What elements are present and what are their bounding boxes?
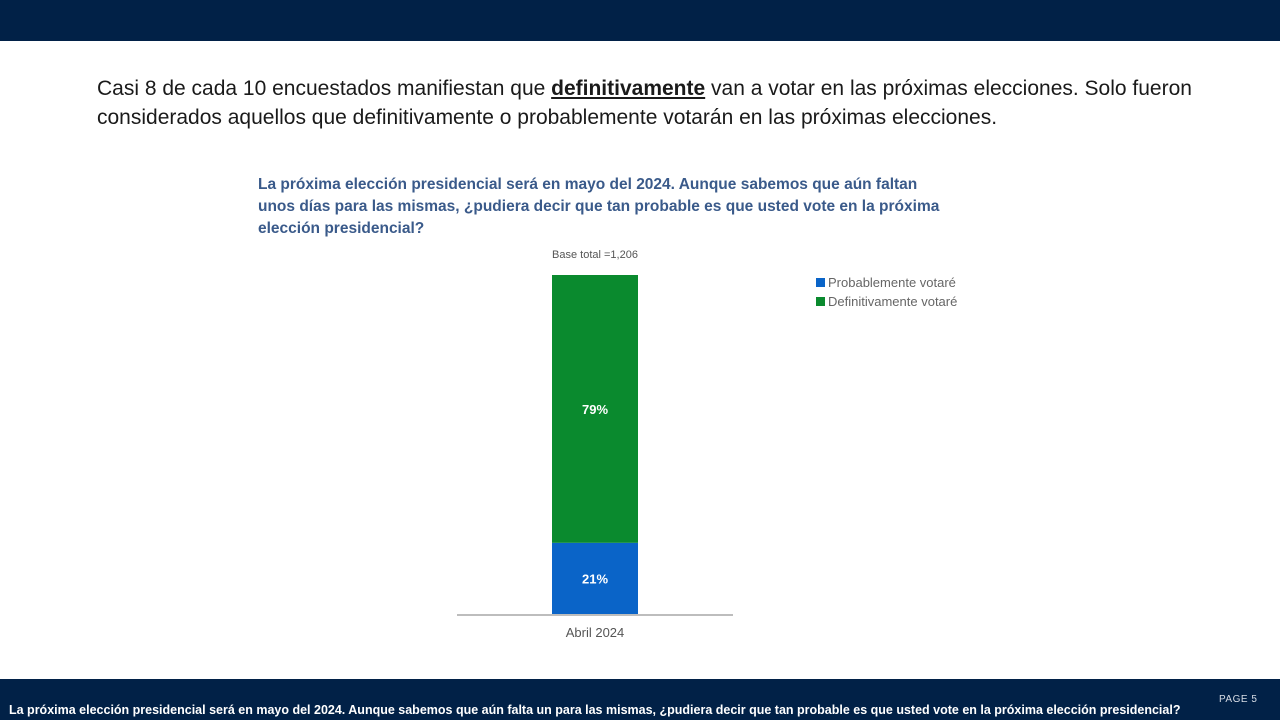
bar-segment-probablemente [552, 542, 638, 614]
x-tick-label: Abril 2024 [566, 625, 625, 640]
headline-emphasis: definitivamente [551, 77, 706, 100]
headline-text-end: van a votar en las próximas elecciones. … [97, 77, 1192, 129]
legend-label-probablemente: Probablemente votaré [828, 275, 956, 290]
stacked-bar-chart: Base total =1,206 21% 79% Abril 2024 Probabl… [457, 249, 957, 640]
chart-title: La próxima elección presidencial será en… [258, 176, 940, 237]
legend-label-definitivamente: Definitivamente votaré [828, 294, 957, 309]
page-number: PAGE 5 [1219, 694, 1258, 705]
legend-swatch-probablemente [816, 278, 825, 287]
data-label-probablemente: 21% [582, 571, 608, 586]
top-header-bar [0, 0, 1280, 41]
bar-segment-definitivamente [552, 275, 638, 543]
slide-headline: Casi 8 de cada 10 encuestados manifiesta… [97, 74, 1197, 132]
data-label-definitivamente: 79% [582, 402, 608, 417]
legend-swatch-definitivamente [816, 297, 825, 306]
headline-text-start: Casi 8 de cada 10 encuestados manifiesta… [97, 77, 552, 100]
footer-question: La próxima elección presidencial será en… [9, 703, 1181, 717]
bottom-footer-bar [0, 679, 1280, 720]
chart-subtitle: Base total =1,206 [552, 249, 638, 261]
